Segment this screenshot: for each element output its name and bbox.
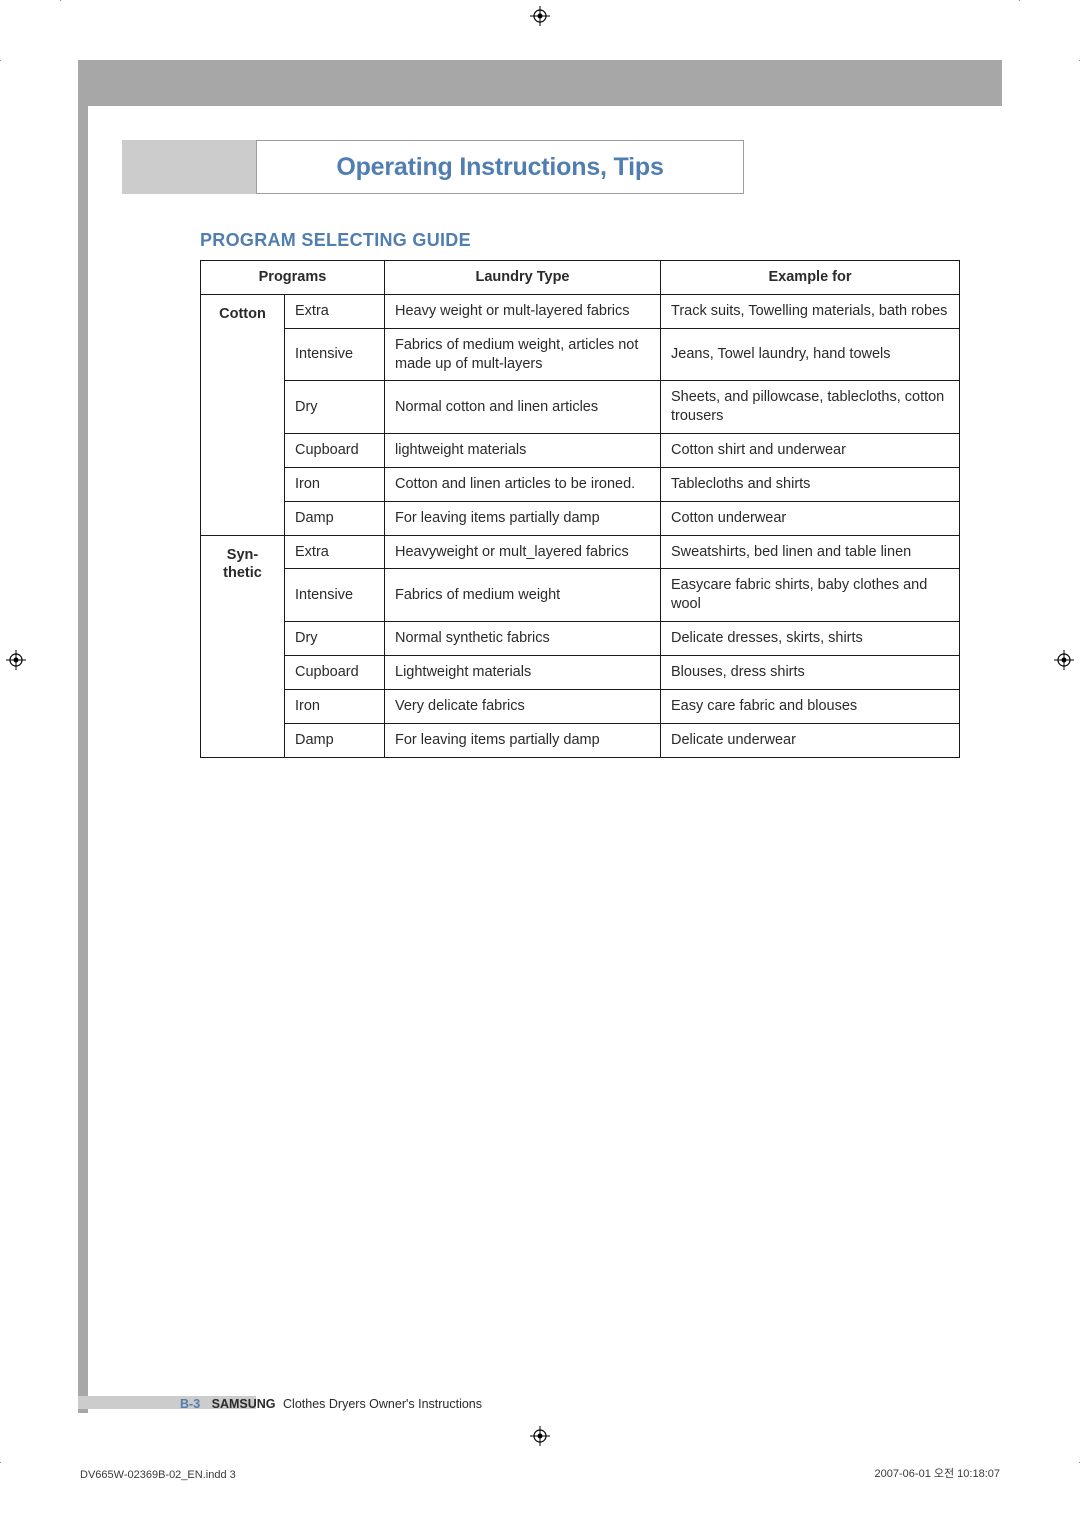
program-name: Iron (285, 689, 385, 723)
registration-mark-icon (1054, 650, 1074, 670)
brand-name: SAMSUNG (212, 1397, 276, 1411)
laundry-type: Very delicate fabrics (385, 689, 661, 723)
program-name: Cupboard (285, 655, 385, 689)
table-row: CottonExtraHeavy weight or mult-layered … (201, 294, 960, 328)
laundry-type: lightweight materials (385, 434, 661, 468)
example-for: Delicate underwear (661, 723, 960, 757)
page-title: Operating Instructions, Tips (336, 153, 663, 182)
program-name: Damp (285, 501, 385, 535)
program-name: Extra (285, 294, 385, 328)
footer-text: B-3 SAMSUNG Clothes Dryers Owner's Instr… (180, 1397, 482, 1411)
crop-mark-top (60, 0, 1020, 1)
title-tab (122, 140, 256, 194)
program-name: Dry (285, 381, 385, 434)
example-for: Delicate dresses, skirts, shirts (661, 622, 960, 656)
example-for: Blouses, dress shirts (661, 655, 960, 689)
header-example-for: Example for (661, 261, 960, 295)
header-programs: Programs (201, 261, 385, 295)
table-row: IntensiveFabrics of medium weight, artic… (201, 328, 960, 381)
program-name: Damp (285, 723, 385, 757)
left-accent-bar (78, 60, 88, 1413)
table-row: DryNormal synthetic fabricsDelicate dres… (201, 622, 960, 656)
program-name: Dry (285, 622, 385, 656)
program-table: Programs Laundry Type Example for Cotton… (200, 260, 960, 758)
laundry-type: For leaving items partially damp (385, 501, 661, 535)
laundry-type: For leaving items partially damp (385, 723, 661, 757)
table-row: IronCotton and linen articles to be iron… (201, 467, 960, 501)
example-for: Sheets, and pillowcase, tablecloths, cot… (661, 381, 960, 434)
example-for: Easy care fabric and blouses (661, 689, 960, 723)
table-row: IntensiveFabrics of medium weightEasycar… (201, 569, 960, 622)
footer-caption: Clothes Dryers Owner's Instructions (283, 1397, 482, 1411)
registration-mark-icon (6, 650, 26, 670)
header-bar (78, 60, 1002, 106)
page-number: B-3 (180, 1397, 200, 1411)
program-name: Iron (285, 467, 385, 501)
laundry-type: Normal synthetic fabrics (385, 622, 661, 656)
example-for: Cotton underwear (661, 501, 960, 535)
table-row: DryNormal cotton and linen articlesSheet… (201, 381, 960, 434)
program-name: Intensive (285, 328, 385, 381)
laundry-type: Normal cotton and linen articles (385, 381, 661, 434)
laundry-type: Fabrics of medium weight (385, 569, 661, 622)
example-for: Jeans, Towel laundry, hand towels (661, 328, 960, 381)
laundry-type: Heavyweight or mult_layered fabrics (385, 535, 661, 569)
example-for: Cotton shirt and underwear (661, 434, 960, 468)
program-group: Syn-thetic (201, 535, 285, 757)
example-for: Sweatshirts, bed linen and table linen (661, 535, 960, 569)
laundry-type: Heavy weight or mult-layered fabrics (385, 294, 661, 328)
table-row: DampFor leaving items partially dampCott… (201, 501, 960, 535)
laundry-type: Lightweight materials (385, 655, 661, 689)
header-laundry-type: Laundry Type (385, 261, 661, 295)
title-box: Operating Instructions, Tips (256, 140, 744, 194)
program-name: Cupboard (285, 434, 385, 468)
table-header-row: Programs Laundry Type Example for (201, 261, 960, 295)
program-group: Cotton (201, 294, 285, 535)
table-row: IronVery delicate fabricsEasy care fabri… (201, 689, 960, 723)
page-content: Operating Instructions, Tips PROGRAM SEL… (78, 60, 1002, 1413)
laundry-type: Fabrics of medium weight, articles not m… (385, 328, 661, 381)
print-meta-date: 2007-06-01 오전 10:18:07 (875, 1465, 1000, 1481)
example-for: Easycare fabric shirts, baby clothes and… (661, 569, 960, 622)
example-for: Track suits, Towelling materials, bath r… (661, 294, 960, 328)
table-row: DampFor leaving items partially dampDeli… (201, 723, 960, 757)
table-row: CupboardLightweight materialsBlouses, dr… (201, 655, 960, 689)
program-name: Extra (285, 535, 385, 569)
laundry-type: Cotton and linen articles to be ironed. (385, 467, 661, 501)
crop-mark-left (0, 60, 1, 1463)
program-name: Intensive (285, 569, 385, 622)
registration-mark-icon (530, 1426, 550, 1446)
table-row: Cupboardlightweight materialsCotton shir… (201, 434, 960, 468)
section-heading: PROGRAM SELECTING GUIDE (200, 230, 471, 251)
print-meta-file: DV665W-02369B-02_EN.indd 3 (80, 1469, 236, 1481)
table-row: Syn-theticExtraHeavyweight or mult_layer… (201, 535, 960, 569)
registration-mark-icon (530, 6, 550, 26)
example-for: Tablecloths and shirts (661, 467, 960, 501)
